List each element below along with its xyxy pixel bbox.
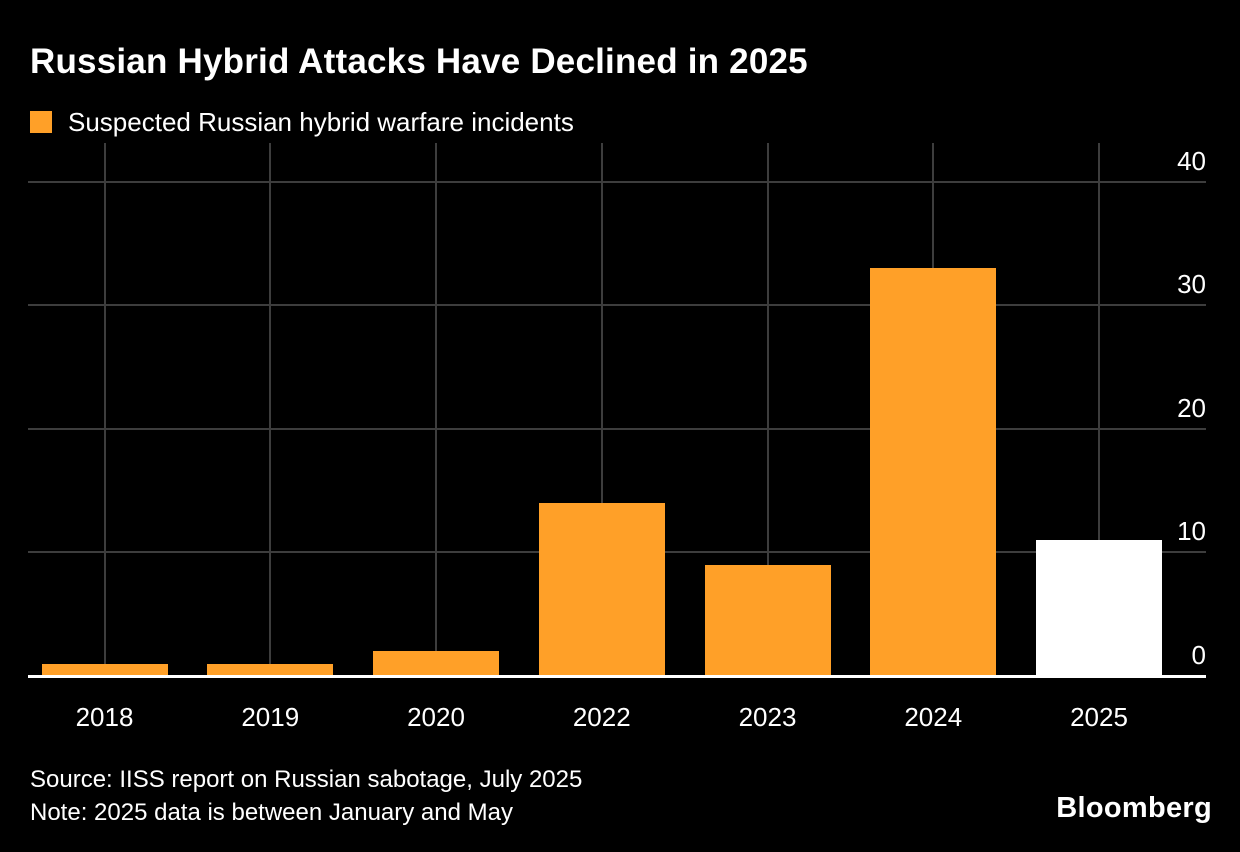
x-tick-label-2023: 2023 (738, 702, 797, 732)
gridline-x-2018 (103, 143, 106, 676)
gridline-x-2020 (435, 143, 437, 676)
x-tick-label-2018: 2018 (75, 702, 134, 732)
bar-2020 (373, 651, 499, 676)
gridline-x-2022 (600, 143, 603, 676)
y-tick-label-40: 40 (1177, 145, 1206, 176)
gridline-x-2019 (269, 143, 272, 676)
bar-2019 (207, 663, 334, 676)
note-text: Note: 2025 data is between January and M… (30, 799, 513, 826)
gridline-x-2025 (1098, 143, 1100, 676)
legend: Suspected Russian hybrid warfare inciden… (30, 106, 574, 137)
x-tick-label-2022: 2022 (572, 702, 631, 732)
x-tick-label-2019: 2019 (241, 702, 300, 732)
gridline-x-2023 (766, 143, 769, 676)
y-tick-label-10: 10 (1177, 516, 1206, 547)
x-tick-label-2025: 2025 (1070, 702, 1128, 732)
y-tick-label-30: 30 (1177, 269, 1206, 300)
bar-2018 (41, 663, 168, 676)
source-text: Source: IISS report on Russian sabotage,… (30, 766, 583, 793)
x-tick-label-2020: 2020 (407, 702, 465, 732)
bar-2023 (704, 564, 831, 676)
legend-swatch-icon (30, 111, 52, 133)
x-axis-baseline (28, 675, 1206, 678)
gridline-y-20 (28, 427, 1206, 430)
legend-label: Suspected Russian hybrid warfare inciden… (68, 106, 574, 137)
gridline-y-40 (28, 180, 1206, 183)
bar-2024 (870, 268, 997, 676)
y-tick-label-0: 0 (1191, 640, 1206, 670)
y-tick-label-20: 20 (1177, 392, 1206, 423)
chart-title: Russian Hybrid Attacks Have Declined in … (30, 42, 808, 81)
bloomberg-logo: Bloomberg (1056, 792, 1212, 824)
bar-2022 (538, 502, 665, 676)
x-tick-label-2024: 2024 (904, 702, 963, 732)
bar-2025 (1036, 540, 1162, 676)
gridline-y-30 (28, 304, 1206, 307)
